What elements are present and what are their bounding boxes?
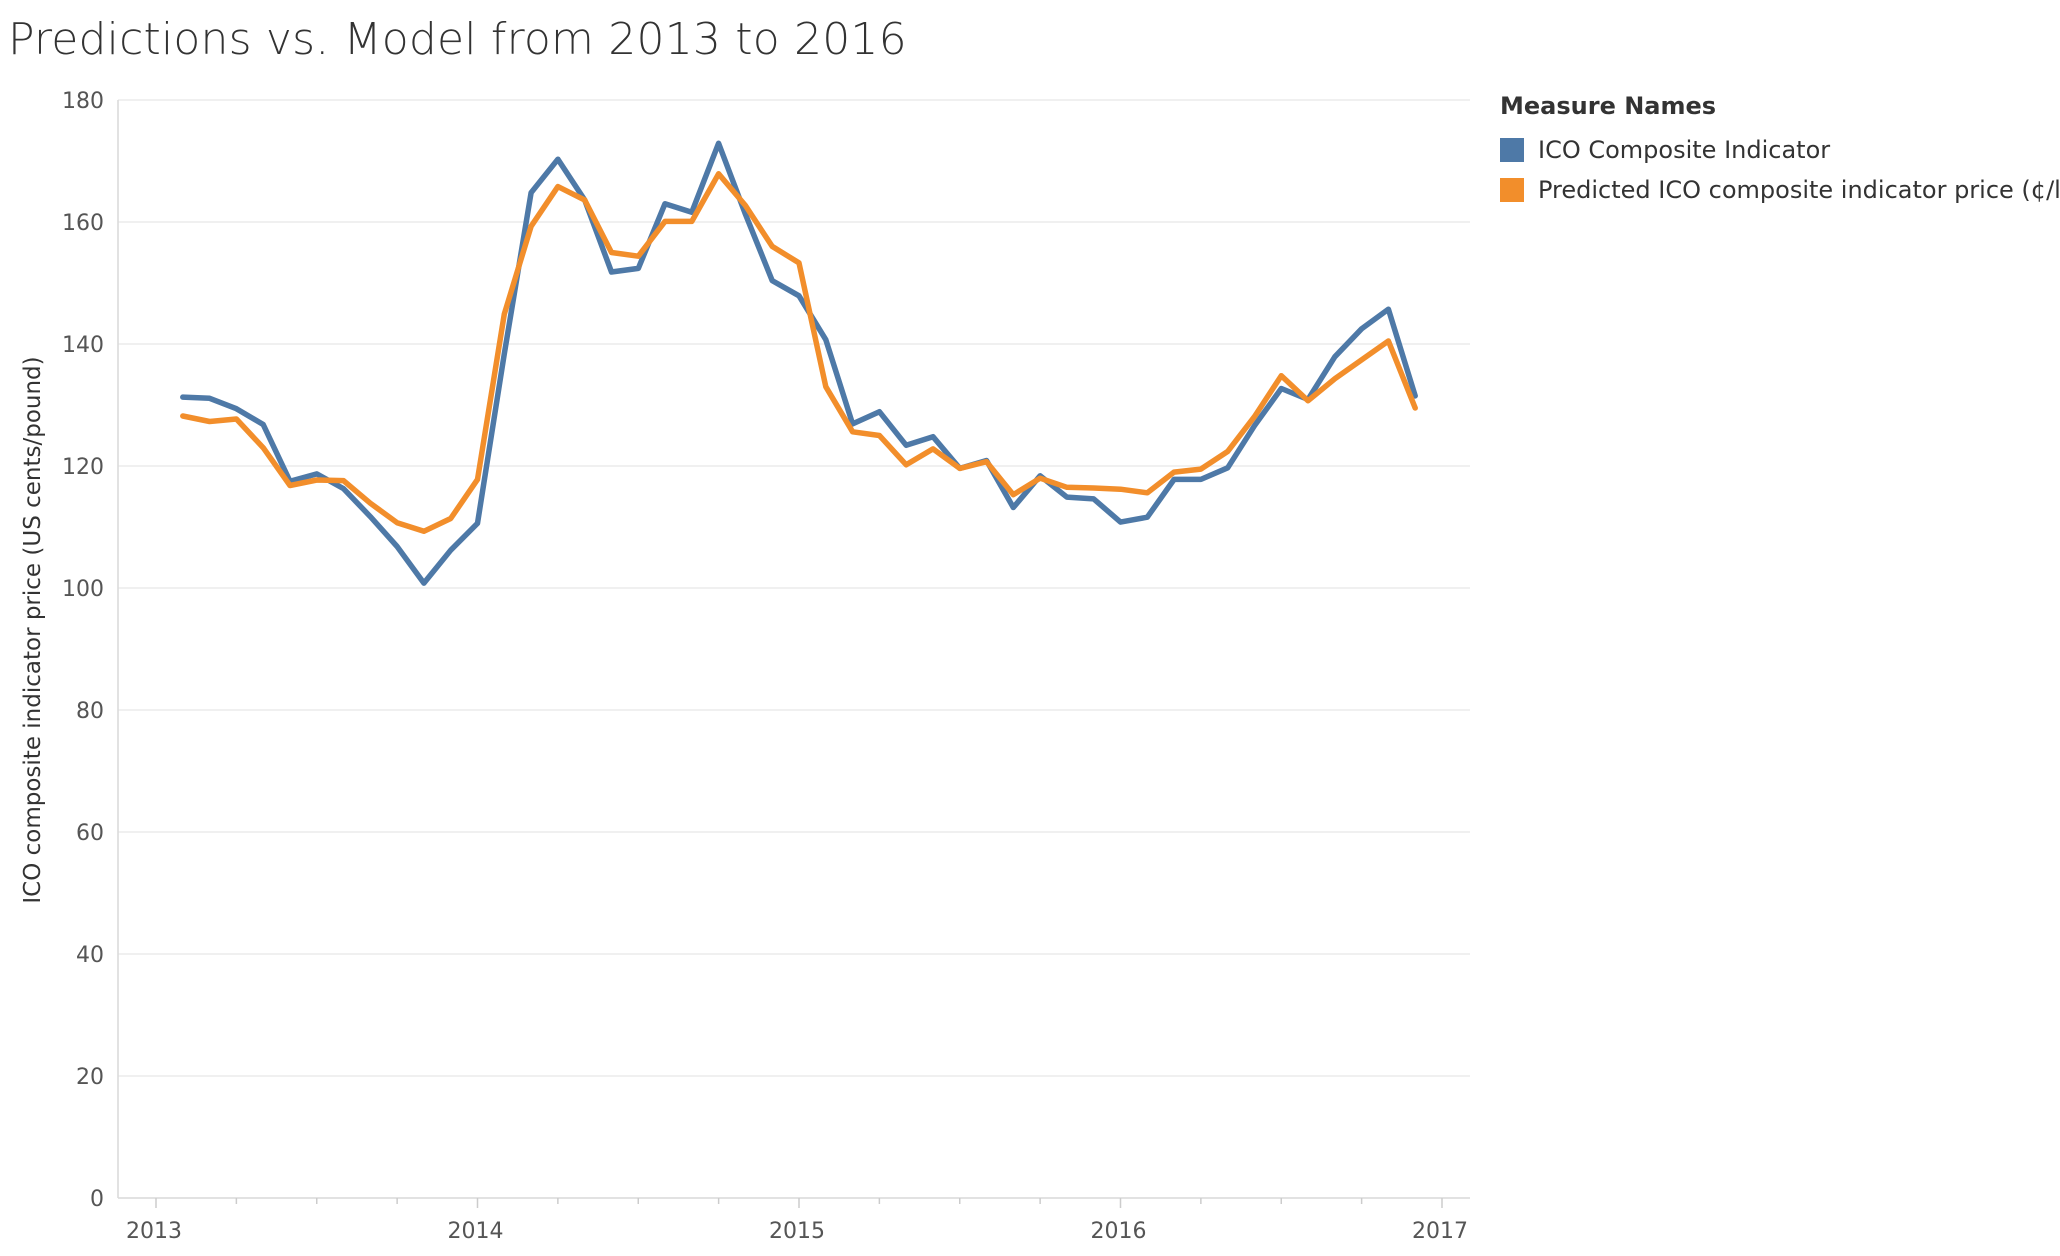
y-tick-label: 20 (76, 1065, 104, 1090)
legend-label-ico: ICO Composite Indicator (1538, 136, 1831, 164)
y-axis-label: ICO composite indicator price (US cents/… (20, 356, 46, 903)
axes (117, 100, 1470, 1208)
legend-label-predicted: Predicted ICO composite indicator price … (1538, 176, 2060, 204)
x-tick-labels: 2013 2014 2015 2016 2017 (126, 1219, 1468, 1244)
grid-lines (118, 99, 1470, 1077)
chart-title: Predictions vs. Model from 2013 to 2016 (8, 14, 907, 65)
y-tick-labels: 0 20 40 60 80 100 120 140 160 180 (62, 89, 104, 1212)
legend: Measure Names ICO Composite Indicator Pr… (1500, 92, 2060, 210)
x-tick-label: 2017 (1412, 1219, 1468, 1244)
x-tick-label: 2013 (126, 1219, 182, 1244)
y-tick-label: 180 (62, 89, 104, 114)
y-tick-label: 120 (62, 455, 104, 480)
legend-item-ico[interactable]: ICO Composite Indicator (1500, 130, 2060, 170)
series-line-predicted (180, 171, 1418, 535)
legend-item-predicted[interactable]: Predicted ICO composite indicator price … (1500, 170, 2060, 210)
y-tick-label: 140 (62, 333, 104, 358)
y-tick-label: 80 (76, 699, 104, 724)
series-line-ico (180, 140, 1418, 586)
series-lines (180, 140, 1418, 586)
legend-swatch-predicted (1500, 178, 1524, 202)
y-tick-label: 100 (62, 577, 104, 602)
legend-title: Measure Names (1500, 92, 1717, 120)
y-tick-label: 60 (76, 821, 104, 846)
legend-swatch-ico (1500, 138, 1524, 162)
x-tick-label: 2015 (769, 1219, 825, 1244)
x-tick-label: 2016 (1091, 1219, 1147, 1244)
y-tick-label: 160 (62, 211, 104, 236)
y-tick-label: 40 (76, 943, 104, 968)
x-tick-label: 2014 (448, 1219, 504, 1244)
y-tick-label: 0 (90, 1187, 104, 1212)
